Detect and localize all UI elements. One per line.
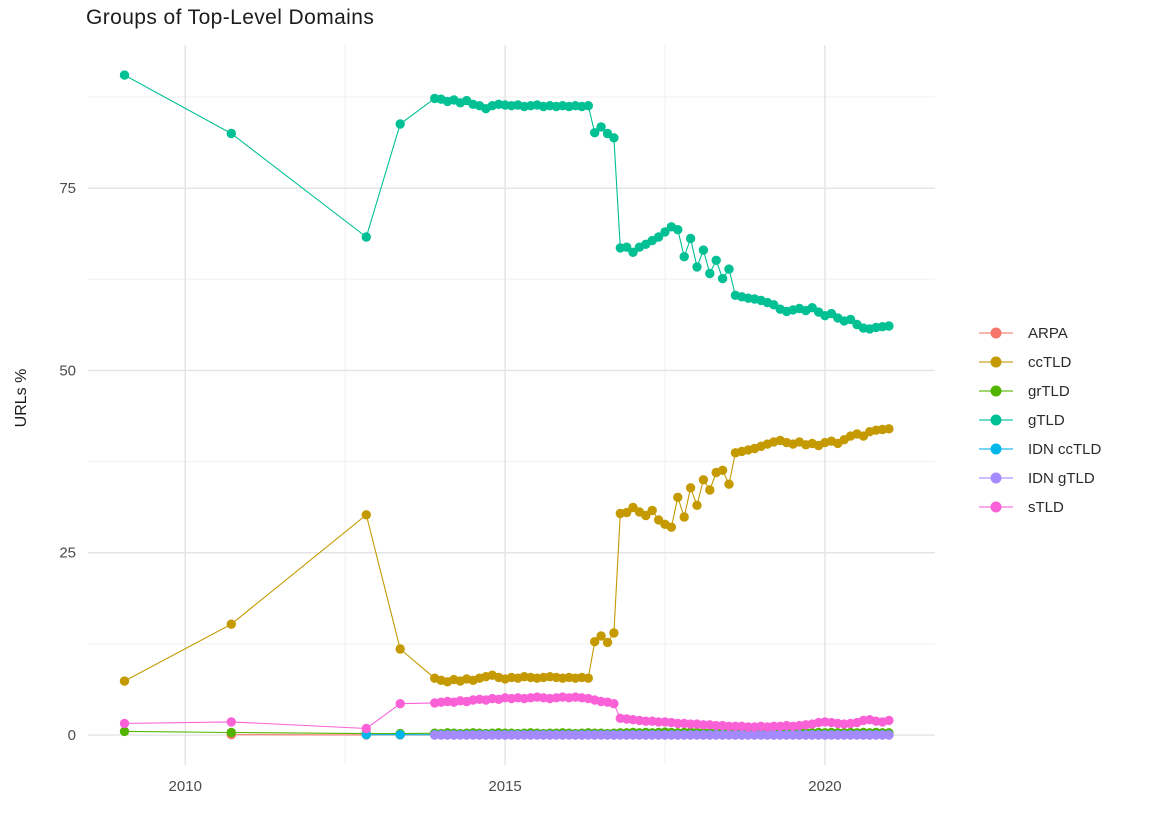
y-tick-label: 75	[59, 180, 76, 197]
legend-key-arpa-icon	[979, 327, 1013, 339]
x-tick-label: 2020	[808, 778, 841, 795]
legend-key-stld-icon	[979, 501, 1013, 513]
legend-label-idn-cctld: IDN ccTLD	[1028, 440, 1102, 458]
x-axis-tick-labels: 2010 2015 2020	[169, 778, 842, 795]
legend-key-grtld-icon	[979, 385, 1013, 397]
legend-item-grtld: grTLD	[978, 377, 1101, 405]
legend-label-cctld: ccTLD	[1028, 353, 1072, 371]
legend-label-stld: sTLD	[1028, 498, 1064, 516]
y-axis-tick-labels: 0 25 50 75	[59, 180, 76, 744]
series-stld-points	[119, 692, 894, 734]
series-cctld-points	[119, 424, 894, 687]
legend-item-cctld: ccTLD	[978, 348, 1101, 376]
y-tick-label: 50	[59, 362, 76, 379]
series-gtld-line	[124, 74, 889, 330]
x-tick-label: 2010	[169, 778, 202, 795]
legend-key-idn-gtld-icon	[979, 472, 1013, 484]
y-tick-label: 0	[68, 727, 76, 744]
legend-item-idn-cctld: IDN ccTLD	[978, 435, 1101, 463]
legend-label-arpa: ARPA	[1028, 324, 1068, 342]
legend-item-stld: sTLD	[978, 493, 1101, 521]
legend-item-arpa: ARPA	[978, 319, 1101, 347]
legend-key-cctld-icon	[979, 356, 1013, 368]
grid-minor	[88, 45, 935, 765]
legend: ARPA ccTLD grTLD gTLD IDN ccTLD IDN gTLD sTLD	[978, 319, 1101, 522]
legend-item-idn-gtld: IDN gTLD	[978, 464, 1101, 492]
legend-item-gtld: gTLD	[978, 406, 1101, 434]
chart-title: Groups of Top-Level Domains	[86, 6, 375, 29]
legend-label-gtld: gTLD	[1028, 411, 1065, 429]
grid-major	[88, 45, 935, 765]
x-tick-label: 2015	[488, 778, 521, 795]
y-tick-label: 25	[59, 545, 76, 562]
legend-key-idn-cctld-icon	[979, 443, 1013, 455]
legend-label-grtld: grTLD	[1028, 382, 1070, 400]
legend-key-gtld-icon	[979, 414, 1013, 426]
series-gtld-points	[119, 70, 894, 334]
series-idn-gtld-points	[430, 730, 894, 740]
legend-label-idn-gtld: IDN gTLD	[1028, 469, 1095, 487]
